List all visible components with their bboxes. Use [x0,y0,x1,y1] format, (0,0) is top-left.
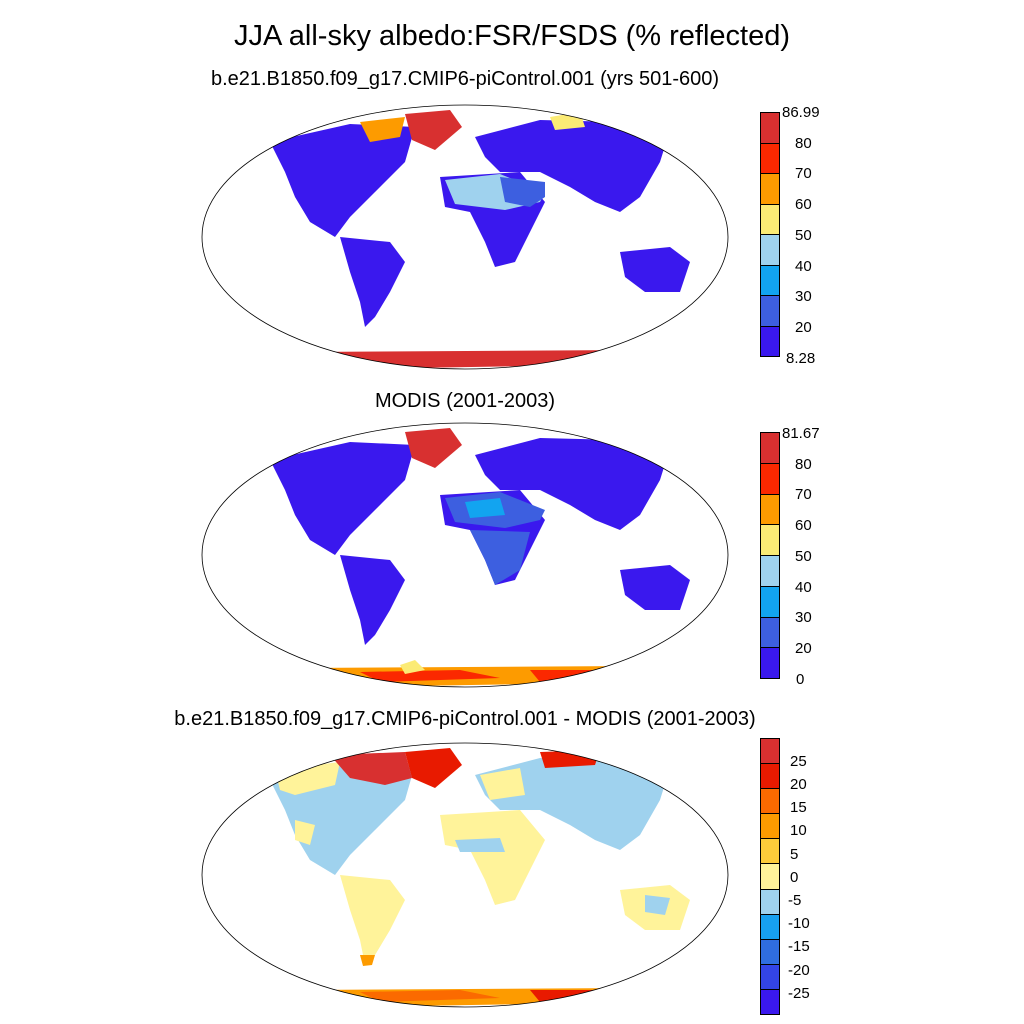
cb-obs-min: 0 [796,671,805,688]
cb-diff-tick-m5: -5 [788,892,802,909]
cb-diff-tick-10: 10 [790,822,807,839]
cb-diff-tick-0: 0 [790,869,799,886]
cb-diff-swatch [760,888,780,915]
cb-model-tick-70: 70 [795,165,812,182]
land-fill-diff [270,748,690,1007]
cb-obs-tick-20: 20 [795,640,812,657]
cb-diff-swatch [760,863,780,890]
cb-model-swatch [760,295,780,327]
cb-diff-tick-15: 15 [790,799,807,816]
cb-diff-tick-25: 25 [790,753,807,770]
cb-diff-swatch [760,738,780,765]
cb-obs-swatch [760,647,780,679]
map-boundary-model [201,104,729,370]
cb-obs-tick-70: 70 [795,486,812,503]
cb-obs-max: 81.67 [782,425,820,442]
cb-model-swatch [760,112,780,144]
colorbar-obs [760,432,780,679]
cb-diff-swatch [760,838,780,865]
cb-obs-swatch [760,432,780,464]
panel-title-obs: MODIS (2001-2003) [374,390,556,412]
panel-title-diff: b.e21.B1850.f09_g17.CMIP6-piControl.001 … [174,708,756,730]
cb-diff-tick-m15: -15 [788,938,810,955]
cb-model-swatch [760,142,780,174]
cb-obs-swatch [760,555,780,587]
map-obs [201,422,729,688]
map-boundary-obs [201,422,729,688]
cb-model-min: 8.28 [786,350,816,367]
cb-model-tick-80: 80 [795,135,812,152]
cb-model-tick-40: 40 [795,258,812,275]
cb-obs-tick-80: 80 [795,456,812,473]
cb-obs-swatch [760,493,780,526]
cb-model-swatch [760,234,780,266]
cb-diff-swatch [760,938,780,965]
cb-diff-swatch [760,763,780,790]
colorbar-diff [760,738,780,1015]
cb-model-tick-50: 50 [795,227,812,244]
panel-title-model: b.e21.B1850.f09_g17.CMIP6-piControl.001 … [210,68,720,90]
cb-diff-swatch [760,913,780,940]
cb-obs-swatch [760,462,780,495]
land-fill-model [270,110,690,369]
land-fill-obs [270,428,690,687]
cb-model-tick-30: 30 [795,288,812,305]
cb-obs-swatch [760,585,780,618]
cb-diff-tick-m10: -10 [788,915,810,932]
map-diff [201,742,729,1008]
cb-diff-swatch [760,988,780,1015]
map-boundary-diff [201,742,729,1008]
cb-model-tick-20: 20 [795,319,812,336]
cb-diff-swatch [760,963,780,990]
colorbar-model [760,112,780,357]
cb-model-swatch [760,325,780,357]
cb-diff-tick-5: 5 [790,846,799,863]
cb-diff-tick-m25: -25 [788,985,810,1002]
map-model [201,104,729,370]
cb-obs-swatch [760,616,780,649]
cb-diff-swatch [760,813,780,840]
main-title: JJA all-sky albedo:FSR/FSDS (% reflected… [233,20,790,52]
cb-obs-tick-60: 60 [795,517,812,534]
cb-model-swatch [760,173,780,205]
cb-obs-tick-40: 40 [795,579,812,596]
cb-obs-swatch [760,524,780,556]
cb-obs-tick-30: 30 [795,609,812,626]
cb-diff-tick-m20: -20 [788,962,810,979]
cb-model-max: 86.99 [782,104,820,121]
cb-model-swatch [760,203,780,235]
cb-obs-tick-50: 50 [795,548,812,565]
cb-model-tick-60: 60 [795,196,812,213]
cb-model-swatch [760,264,780,296]
cb-diff-swatch [760,788,780,815]
cb-diff-tick-20: 20 [790,776,807,793]
